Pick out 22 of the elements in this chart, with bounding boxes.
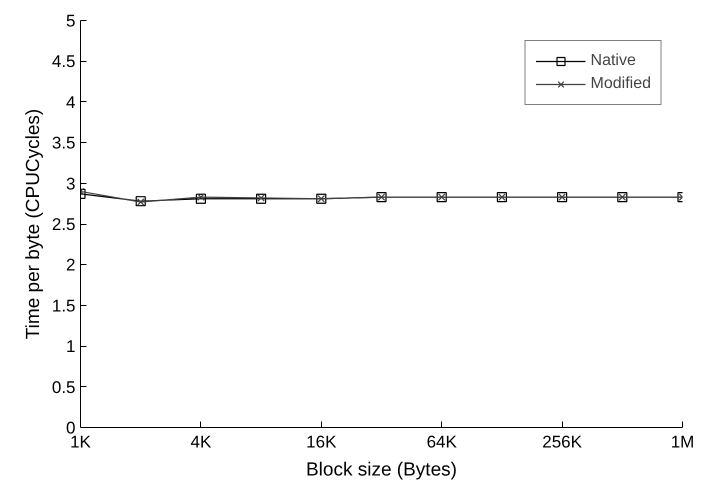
x-axis-title: Block size (Bytes): [306, 460, 457, 480]
x-tick-label: 256K: [542, 432, 583, 452]
x-tick-label: 1M: [670, 432, 694, 452]
x-tick-label: 16K: [306, 432, 338, 452]
x-tick-label: 1K: [70, 432, 92, 452]
y-tick-label: 0.5: [52, 378, 76, 397]
y-tick-label: 4.5: [52, 52, 76, 72]
x-tick-label: 4K: [190, 432, 212, 452]
point: [196, 194, 206, 204]
legend-label: Native: [590, 52, 636, 70]
y-tick-label: 2.5: [52, 215, 76, 234]
x-tick-label: 64K: [426, 432, 458, 452]
y-tick-label: 1.5: [52, 296, 76, 316]
y-tick-label: 4: [66, 92, 76, 112]
y-tick-label: 1: [66, 337, 76, 356]
y-tick-label: 3.5: [52, 134, 76, 153]
y-axis-title: Time per byte (CPUCycles): [22, 108, 44, 340]
y-tick-label: 3: [66, 174, 76, 194]
point: [197, 193, 205, 201]
y-tick-label: 2: [66, 256, 76, 275]
legend-label: Modified: [590, 75, 651, 93]
y-tick-label: 5: [66, 12, 76, 30]
